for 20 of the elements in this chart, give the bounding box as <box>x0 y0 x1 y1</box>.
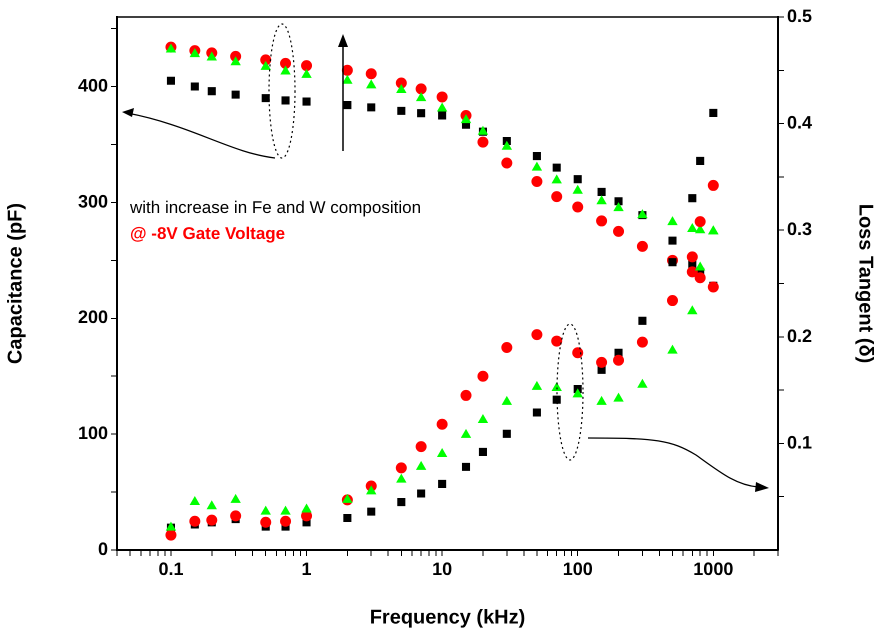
annotation: @ -8V Gate Voltage <box>130 224 286 244</box>
y2-tick-label: 0.2 <box>787 326 812 346</box>
y2-axis-title: Loss Tangent (δ) <box>854 204 876 364</box>
x-tick-label: 10 <box>432 558 452 579</box>
y2-tick-label: 0.3 <box>787 219 812 240</box>
y-tick-label: 300 <box>78 191 108 212</box>
y2-tick-label: 0.5 <box>787 6 812 26</box>
y-tick-label: 0 <box>98 538 108 559</box>
x-axis-title: Frequency (kHz) <box>370 606 526 629</box>
x-tick-label: 1000 <box>693 558 734 579</box>
y-tick-label: 200 <box>78 307 108 328</box>
y-tick-label: 400 <box>78 75 108 96</box>
x-tick-label: 100 <box>562 558 593 579</box>
annotation: with increase in Fe and W composition <box>130 198 422 218</box>
y2-tick-label: 0.1 <box>787 432 812 452</box>
y-tick-label: 100 <box>78 423 108 444</box>
x-tick-label: 1 <box>302 558 312 579</box>
y2-tick-label: 0.4 <box>787 112 812 133</box>
y-axis-title: Capacitance (pF) <box>4 202 27 364</box>
x-tick-label: 0.1 <box>158 558 184 579</box>
